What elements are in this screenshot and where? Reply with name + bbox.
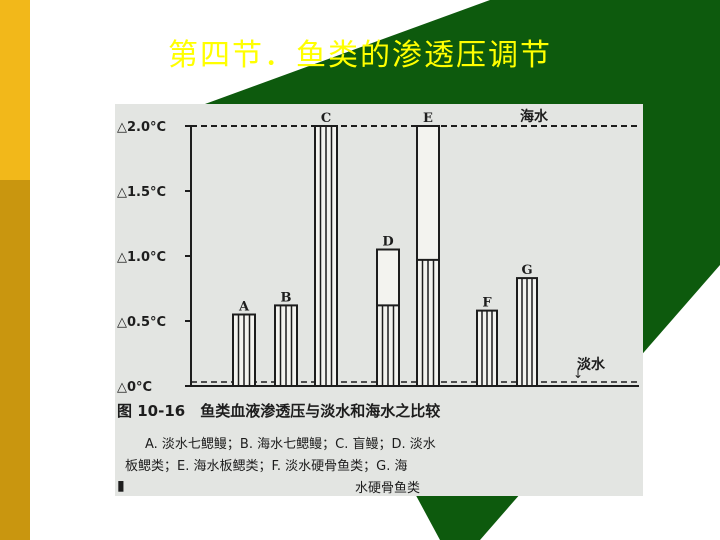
y-tick-label: △0.5°C [117, 315, 166, 330]
bar-f: F [476, 296, 498, 388]
bar-label: D [382, 235, 393, 250]
bar-a: A [232, 300, 256, 387]
legend-line-2: 板鳃类；E. 海水板鳃类；F. 淡水硬骨鱼类；G. 海 [125, 458, 407, 474]
bar-d: D [376, 235, 400, 387]
figure-caption: 图 10-16 鱼类血液渗透压与淡水和海水之比较 [117, 402, 440, 420]
bar-label: E [423, 111, 433, 126]
osmotic-pressure-chart: 海水 淡水 ↓ △2.0°C △1.5°C △1.0°C △0.5°C △0°C A B C… [117, 108, 639, 496]
y-tick-label: △1.5°C [117, 185, 166, 200]
legend-line-1: A. 淡水七鳃鳗；B. 海水七鳃鳗；C. 盲鳗；D. 淡水 [145, 436, 436, 452]
y-tick-label: △2.0°C [117, 120, 166, 135]
down-arrow-icon: ↓ [573, 367, 583, 381]
left-accent-stripe-bottom [0, 180, 30, 540]
page-marker-icon: ▮ [117, 478, 125, 494]
bar-g: G [516, 263, 538, 388]
fresh-water-label: 淡水 [577, 356, 606, 373]
sea-water-label: 海水 [520, 108, 549, 125]
bar-label: G [521, 263, 532, 278]
legend-line-3: 水硬骨鱼类 [355, 480, 420, 496]
bar-c: C [314, 111, 338, 387]
y-tick-label: △0°C [117, 380, 152, 395]
figure-photo: 海水 淡水 ↓ △2.0°C △1.5°C △1.0°C △0.5°C △0°C A B C… [115, 104, 643, 496]
bar-e: E [416, 111, 440, 387]
y-tick-label: △1.0°C [117, 250, 166, 265]
bar-label: F [482, 296, 492, 311]
left-accent-stripe-top [0, 0, 30, 180]
bar-b: B [274, 290, 298, 387]
bar-label: B [281, 290, 292, 305]
bar-label: C [321, 111, 331, 126]
bar-label: A [238, 300, 250, 315]
slide-title: 第四节．鱼类的渗透压调节 [168, 38, 552, 73]
